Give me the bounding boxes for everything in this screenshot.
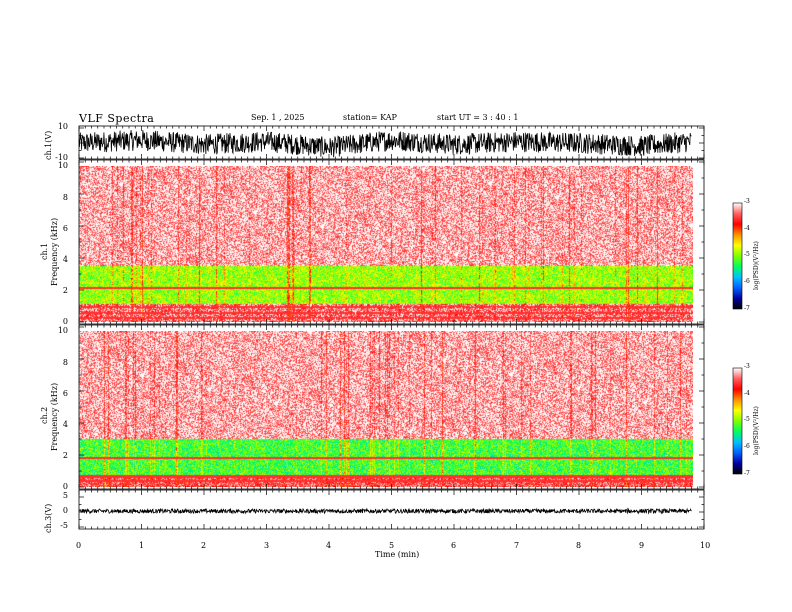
panel-label-ch2: ch.2 — [40, 406, 49, 424]
axis-ticks — [78, 126, 705, 529]
ytick-spec1: 10 — [57, 161, 68, 170]
colorbar-tick: -6 — [744, 278, 750, 285]
xtick-9: 9 — [639, 541, 645, 550]
ytick-spec2: 2 — [62, 451, 68, 460]
colorbar-tick: -6 — [744, 443, 750, 450]
colorbar-tick: -3 — [744, 363, 750, 370]
start-time-label: start UT = 3 : 40 : 1 — [437, 113, 519, 122]
ytick-ch3: -5 — [60, 521, 68, 530]
ytick-spec2: 0 — [62, 482, 68, 491]
ylabel-ch1-frequency: Frequency (kHz) — [50, 217, 59, 286]
xtick-0: 0 — [76, 541, 82, 550]
xtick-10: 10 — [700, 541, 711, 550]
xtick-1: 1 — [139, 541, 145, 550]
ytick-spec2: 4 — [62, 420, 68, 429]
ytick-spec1: 2 — [62, 286, 68, 295]
ylabel-ch1-waveform: ch.1(V) — [44, 130, 53, 160]
ytick-spec2: 8 — [62, 358, 68, 367]
waveform-ch1-trace — [78, 130, 692, 158]
colorbar-ch2 — [732, 367, 743, 475]
xtick-3: 3 — [264, 541, 270, 550]
ylabel-ch3-waveform: ch.3(V) — [44, 503, 53, 533]
chart-title: VLF Spectra — [79, 112, 155, 125]
ytick-spec2: 6 — [62, 389, 68, 398]
xaxis-label: Time (min) — [375, 550, 420, 559]
xtick-7: 7 — [514, 541, 520, 550]
colorbar-tick: -4 — [744, 225, 750, 232]
colorbar-tick: -7 — [744, 470, 750, 477]
panel-label-ch1: ch.1 — [40, 242, 49, 260]
spectrogram-ch1-image — [79, 166, 693, 322]
ytick-ch3: 0 — [62, 506, 68, 515]
ytick-ch1-top: 10 — [57, 122, 68, 131]
ytick-spec2: 10 — [57, 326, 68, 335]
colorbar-tick: -7 — [744, 305, 750, 312]
waveform-ch1-plot — [78, 130, 692, 158]
colorbar-label-ch1: log(PSD)(V²/Hz) — [753, 241, 760, 290]
colorbar-label-ch2: log(PSD)(V²/Hz) — [753, 406, 760, 455]
ytick-spec1: 4 — [62, 255, 68, 264]
spectrogram-ch2-image — [79, 331, 693, 487]
colorbar-tick: -3 — [744, 198, 750, 205]
ytick-ch3: 5 — [62, 491, 68, 500]
colorbar-tick: -5 — [744, 416, 750, 423]
waveform-ch3-trace — [78, 507, 692, 515]
ytick-spec1: 0 — [62, 317, 68, 326]
xtick-2: 2 — [201, 541, 207, 550]
ylabel-ch2-frequency: Frequency (kHz) — [50, 382, 59, 451]
ytick-ch1-bottom: -10 — [55, 153, 68, 162]
xtick-8: 8 — [576, 541, 582, 550]
ytick-spec1: 6 — [62, 224, 68, 233]
station-label: station= KAP — [343, 113, 397, 122]
date-label: Sep. 1 , 2025 — [251, 113, 305, 122]
waveform-ch3-plot — [78, 507, 692, 515]
xtick-4: 4 — [326, 541, 332, 550]
colorbar-tick: -5 — [744, 251, 750, 258]
colorbar-tick: -4 — [744, 390, 750, 397]
ytick-spec1: 8 — [62, 193, 68, 202]
xtick-5: 5 — [389, 541, 395, 550]
xtick-6: 6 — [451, 541, 457, 550]
colorbar-ch1 — [732, 202, 743, 310]
